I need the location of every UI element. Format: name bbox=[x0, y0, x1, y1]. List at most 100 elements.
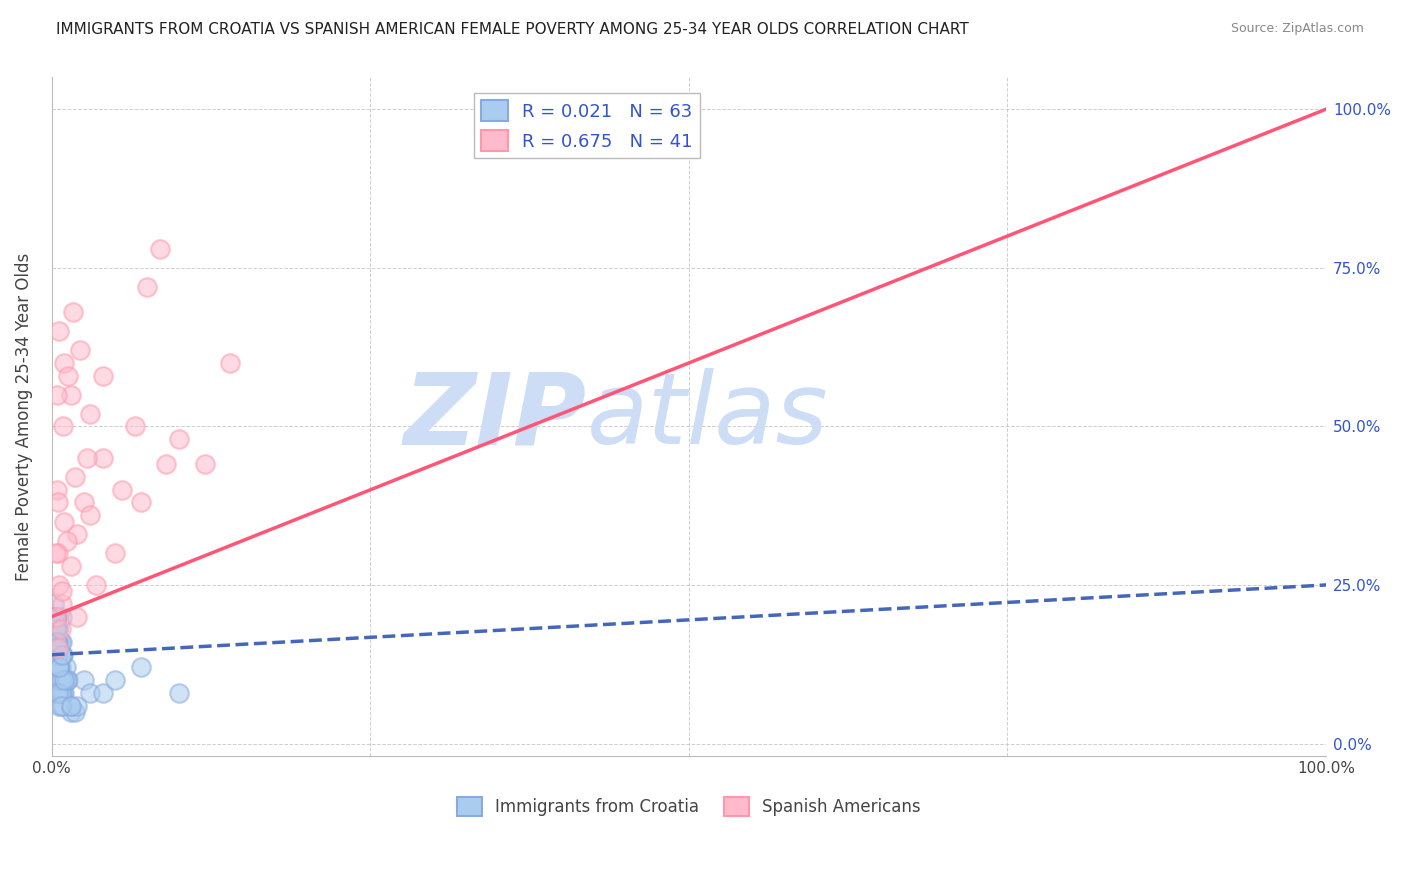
Point bbox=[55, 660, 77, 674]
Point bbox=[56, 673, 79, 687]
Point bbox=[79, 508, 101, 523]
Point bbox=[59, 558, 82, 573]
Point bbox=[44, 597, 66, 611]
Point bbox=[45, 609, 67, 624]
Point bbox=[45, 648, 67, 662]
Point bbox=[53, 686, 76, 700]
Point bbox=[48, 698, 70, 713]
Point bbox=[63, 705, 86, 719]
Point bbox=[58, 368, 80, 383]
Point bbox=[45, 641, 67, 656]
Point bbox=[46, 673, 69, 687]
Point bbox=[51, 648, 73, 662]
Point bbox=[51, 648, 73, 662]
Point bbox=[51, 648, 73, 662]
Point bbox=[49, 635, 72, 649]
Point bbox=[45, 641, 67, 656]
Point bbox=[56, 533, 79, 548]
Point bbox=[52, 686, 75, 700]
Point bbox=[59, 698, 82, 713]
Point bbox=[66, 527, 89, 541]
Point bbox=[91, 368, 114, 383]
Point bbox=[52, 698, 75, 713]
Point bbox=[51, 673, 73, 687]
Point bbox=[52, 648, 75, 662]
Text: IMMIGRANTS FROM CROATIA VS SPANISH AMERICAN FEMALE POVERTY AMONG 25-34 YEAR OLDS: IMMIGRANTS FROM CROATIA VS SPANISH AMERI… bbox=[56, 22, 969, 37]
Point bbox=[45, 609, 67, 624]
Point bbox=[91, 451, 114, 466]
Point bbox=[66, 609, 89, 624]
Point bbox=[167, 432, 190, 446]
Point bbox=[46, 648, 69, 662]
Point bbox=[59, 698, 82, 713]
Point bbox=[59, 387, 82, 401]
Point bbox=[53, 515, 76, 529]
Text: atlas: atlas bbox=[586, 368, 828, 466]
Point bbox=[62, 305, 84, 319]
Point bbox=[91, 686, 114, 700]
Point bbox=[45, 686, 67, 700]
Point bbox=[167, 686, 190, 700]
Point bbox=[69, 343, 91, 358]
Point bbox=[45, 609, 67, 624]
Point bbox=[59, 705, 82, 719]
Point bbox=[45, 387, 67, 401]
Point bbox=[51, 609, 73, 624]
Point bbox=[48, 635, 70, 649]
Point bbox=[49, 686, 72, 700]
Point bbox=[45, 635, 67, 649]
Text: Source: ZipAtlas.com: Source: ZipAtlas.com bbox=[1230, 22, 1364, 36]
Point bbox=[52, 419, 75, 434]
Point bbox=[46, 635, 69, 649]
Point bbox=[49, 698, 72, 713]
Point bbox=[46, 623, 69, 637]
Point bbox=[149, 242, 172, 256]
Point bbox=[86, 578, 108, 592]
Point bbox=[45, 623, 67, 637]
Point bbox=[45, 635, 67, 649]
Point bbox=[45, 609, 67, 624]
Point bbox=[45, 623, 67, 637]
Point bbox=[46, 623, 69, 637]
Point bbox=[72, 673, 94, 687]
Point bbox=[45, 648, 67, 662]
Point bbox=[72, 495, 94, 509]
Point bbox=[219, 356, 242, 370]
Point bbox=[45, 483, 67, 497]
Point bbox=[51, 597, 73, 611]
Point bbox=[51, 635, 73, 649]
Point bbox=[46, 635, 69, 649]
Point bbox=[48, 660, 70, 674]
Point bbox=[48, 660, 70, 674]
Y-axis label: Female Poverty Among 25-34 Year Olds: Female Poverty Among 25-34 Year Olds bbox=[15, 252, 32, 581]
Point bbox=[104, 673, 127, 687]
Text: ZIP: ZIP bbox=[404, 368, 586, 466]
Point bbox=[194, 458, 217, 472]
Point bbox=[155, 458, 177, 472]
Point bbox=[46, 686, 69, 700]
Point bbox=[48, 660, 70, 674]
Point bbox=[45, 623, 67, 637]
Point bbox=[76, 451, 98, 466]
Point bbox=[48, 660, 70, 674]
Point bbox=[49, 673, 72, 687]
Point bbox=[79, 686, 101, 700]
Point bbox=[46, 546, 69, 560]
Point bbox=[136, 280, 159, 294]
Point bbox=[129, 495, 152, 509]
Point bbox=[48, 578, 70, 592]
Point bbox=[56, 673, 79, 687]
Point bbox=[124, 419, 146, 434]
Point bbox=[66, 698, 89, 713]
Point bbox=[48, 660, 70, 674]
Point bbox=[111, 483, 134, 497]
Point bbox=[63, 470, 86, 484]
Point bbox=[49, 686, 72, 700]
Point bbox=[51, 584, 73, 599]
Point bbox=[79, 407, 101, 421]
Point bbox=[53, 673, 76, 687]
Point bbox=[53, 673, 76, 687]
Point bbox=[45, 648, 67, 662]
Point bbox=[48, 324, 70, 338]
Point bbox=[49, 623, 72, 637]
